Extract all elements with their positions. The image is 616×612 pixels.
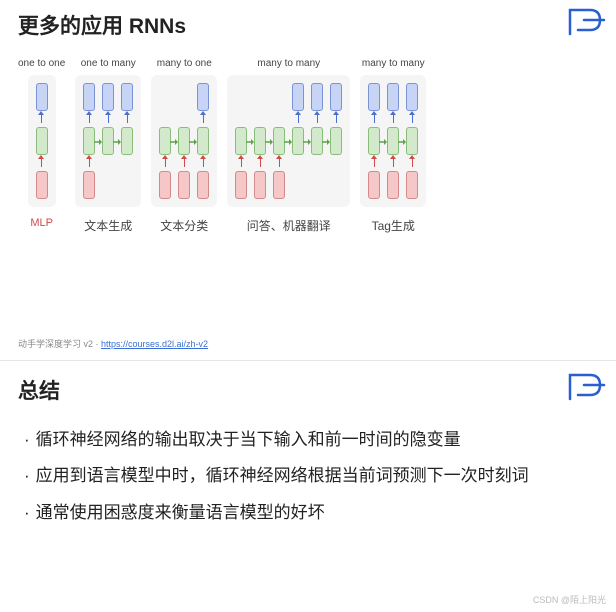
arch-bottom-label: 问答、机器翻译	[247, 217, 331, 234]
input-box	[406, 171, 418, 199]
architecture: one to one MLP	[18, 58, 65, 229]
input-box	[273, 171, 285, 199]
arch-bottom-label: 文本分类	[160, 217, 208, 234]
footer-prefix: 动手学深度学习 v2 ·	[18, 339, 101, 349]
arch-bottom-label: 文本生成	[84, 217, 132, 234]
input-box	[36, 171, 48, 199]
hidden-box	[330, 127, 342, 155]
output-box	[387, 83, 399, 111]
d2l-logo-icon	[566, 6, 606, 38]
d2l-logo-icon	[566, 371, 606, 403]
input-box	[178, 171, 190, 199]
bullet-item: ·应用到语言模型中时，循环神经网络根据当前词预测下一次时刻词	[24, 463, 598, 489]
arch-top-label: many to many	[362, 58, 425, 69]
arch-panel	[227, 75, 350, 207]
arch-top-label: many to one	[157, 58, 212, 69]
arch-bottom-label: Tag生成	[372, 217, 415, 234]
arch-panel	[28, 75, 56, 207]
slide-rnn-apps: 更多的应用 RNNs one to one MLP one to many 文本生成 m…	[0, 0, 616, 360]
watermark: CSDN @陌上阳光	[533, 593, 606, 606]
hidden-box	[197, 127, 209, 155]
bullet-list: ·循环神经网络的输出取决于当下输入和前一时间的隐变量 ·应用到语言模型中时，循环神…	[18, 427, 598, 526]
arch-top-label: one to many	[81, 58, 136, 69]
architectures-row: one to one MLP one to many 文本生成 many to one 文…	[18, 58, 598, 234]
output-box	[292, 83, 304, 111]
input-box	[254, 171, 266, 199]
bullet-item: ·循环神经网络的输出取决于当下输入和前一时间的隐变量	[24, 427, 598, 453]
hidden-box	[36, 127, 48, 155]
output-box	[311, 83, 323, 111]
slide1-title: 更多的应用 RNNs	[18, 10, 598, 40]
input-box	[368, 171, 380, 199]
arch-panel	[75, 75, 141, 207]
output-box	[330, 83, 342, 111]
footer-link[interactable]: https://courses.d2l.ai/zh-v2	[101, 339, 208, 349]
hidden-box	[406, 127, 418, 155]
hidden-box	[121, 127, 133, 155]
output-box	[368, 83, 380, 111]
architecture: many to many 问答、机器翻译	[227, 58, 350, 234]
input-box	[159, 171, 171, 199]
output-box	[36, 83, 48, 111]
slide1-footer: 动手学深度学习 v2 · https://courses.d2l.ai/zh-v…	[18, 337, 208, 350]
output-box	[102, 83, 114, 111]
architecture: many to many Tag生成	[360, 58, 426, 234]
output-box	[406, 83, 418, 111]
architecture: one to many 文本生成	[75, 58, 141, 234]
arch-top-label: many to many	[257, 58, 320, 69]
slide-summary: 总结 ·循环神经网络的输出取决于当下输入和前一时间的隐变量 ·应用到语言模型中时，…	[0, 360, 616, 612]
bullet-item: ·通常使用困惑度来衡量语言模型的好坏	[24, 500, 598, 526]
input-box	[83, 171, 95, 199]
output-box	[83, 83, 95, 111]
input-box	[387, 171, 399, 199]
input-box	[197, 171, 209, 199]
arch-top-label: one to one	[18, 58, 65, 69]
input-box	[235, 171, 247, 199]
output-box	[121, 83, 133, 111]
arch-panel	[151, 75, 217, 207]
arch-panel	[360, 75, 426, 207]
architecture: many to one 文本分类	[151, 58, 217, 234]
arch-bottom-label: MLP	[30, 217, 53, 229]
output-box	[197, 83, 209, 111]
slide2-title: 总结	[18, 375, 598, 405]
